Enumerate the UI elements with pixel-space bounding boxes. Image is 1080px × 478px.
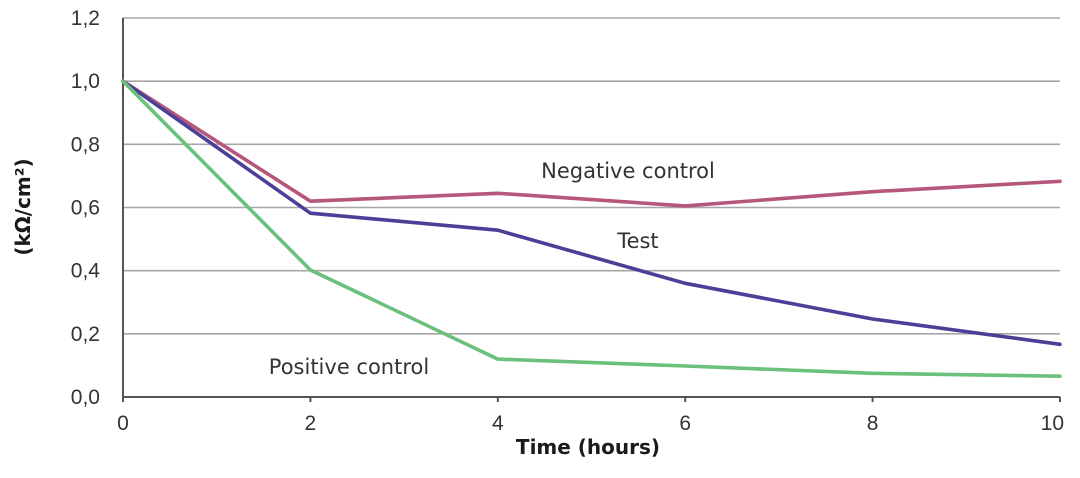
y-tick-label: 0,0 bbox=[71, 386, 100, 409]
x-tick-label: 2 bbox=[305, 412, 317, 435]
y-tick-label: 0,2 bbox=[71, 323, 100, 346]
series-labels: Negative control Test Positive control bbox=[269, 159, 715, 379]
series-label-test: Test bbox=[616, 229, 658, 253]
grid-lines bbox=[123, 17, 1060, 335]
y-tick-label: 0,4 bbox=[71, 260, 101, 283]
x-axis-title: Time (hours) bbox=[516, 435, 660, 459]
series-label-negative-control: Negative control bbox=[541, 159, 715, 183]
x-tick-labels: 0 2 4 6 8 10 bbox=[117, 412, 1064, 435]
series-label-positive-control: Positive control bbox=[269, 355, 429, 379]
y-tick-label: 1,2 bbox=[71, 7, 100, 30]
x-tick-label: 4 bbox=[492, 412, 504, 435]
y-tick-label: 0,8 bbox=[71, 133, 100, 156]
x-tick-label: 10 bbox=[1041, 412, 1064, 435]
series-lines bbox=[121, 79, 1062, 379]
series-line-positive-control bbox=[121, 79, 1062, 379]
y-tick-label: 0,6 bbox=[71, 197, 100, 220]
axes bbox=[122, 18, 1061, 402]
x-tick-label: 8 bbox=[867, 412, 879, 435]
y-tick-labels: 0,0 0,2 0,4 0,6 0,8 1,0 1,2 bbox=[71, 7, 101, 409]
x-tick-label: 6 bbox=[679, 412, 691, 435]
series-line-test bbox=[121, 79, 1062, 347]
y-tick-label: 1,0 bbox=[71, 70, 100, 93]
series-line-negative-control bbox=[121, 79, 1062, 208]
x-tick-label: 0 bbox=[117, 412, 129, 435]
y-axis-title: (kΩ/cm²) bbox=[11, 158, 35, 255]
